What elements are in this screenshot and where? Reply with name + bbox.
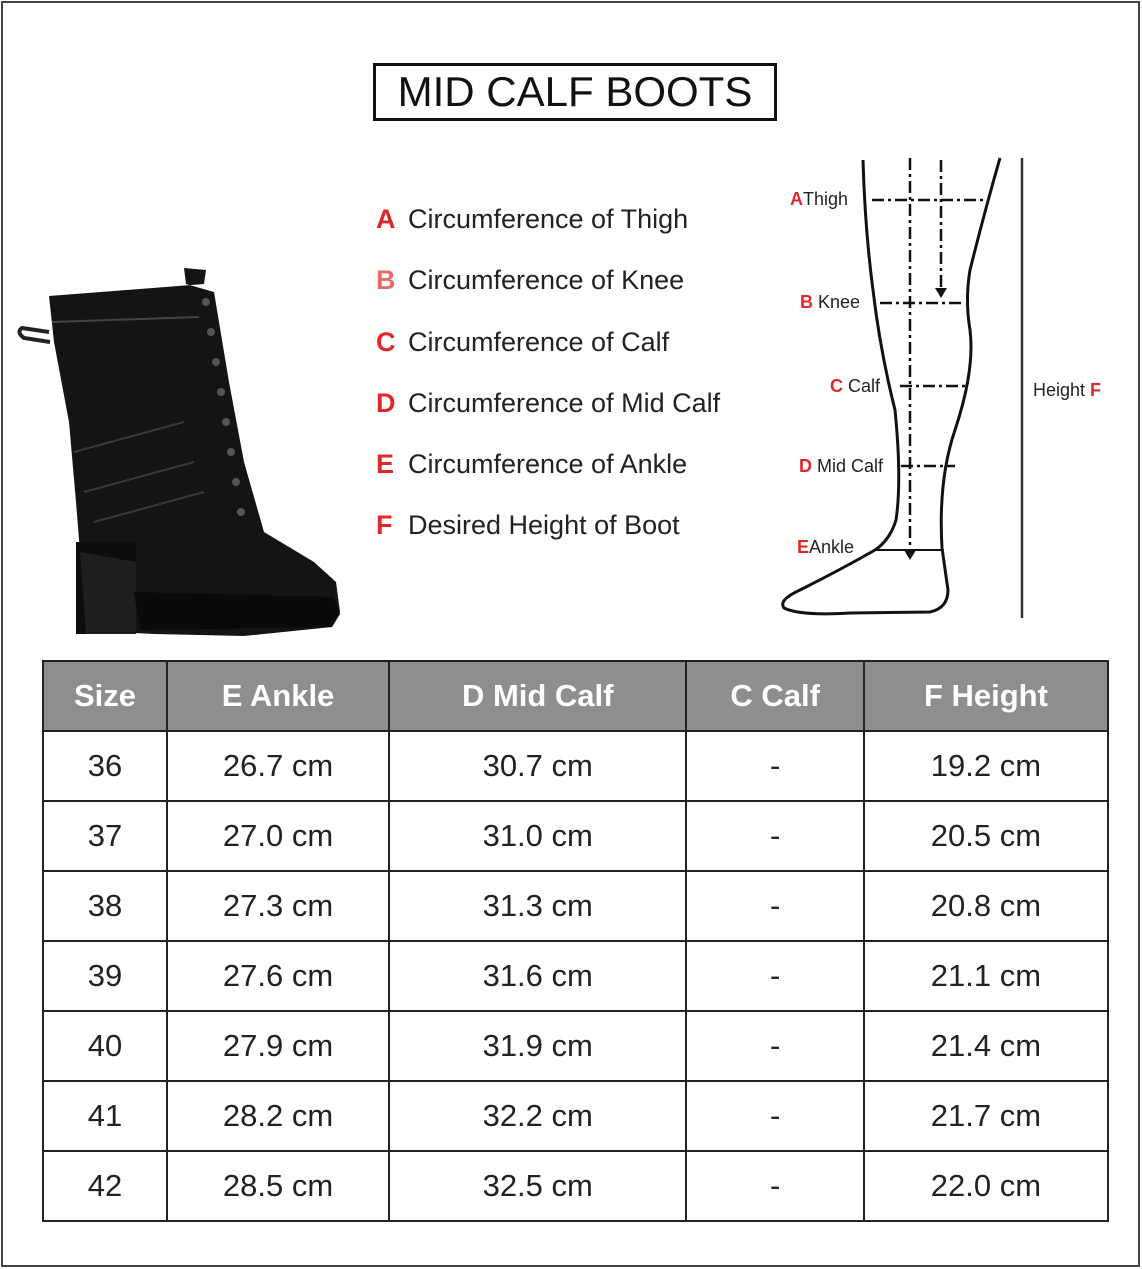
table-cell: 22.0 cm xyxy=(862,1150,1110,1222)
table-cell: 20.5 cm xyxy=(862,800,1110,872)
table-cell: 32.5 cm xyxy=(387,1150,688,1222)
table-cell: 41 xyxy=(41,1080,169,1152)
diagram-label-knee: B Knee xyxy=(800,292,860,312)
diagram-label-mid-calf: D Mid Calf xyxy=(799,456,884,476)
table-cell: - xyxy=(685,870,865,942)
table-cell: 31.6 cm xyxy=(387,940,688,1012)
diagram-label-calf: C Calf xyxy=(830,376,881,396)
legend-letter: E xyxy=(376,449,395,480)
table-cell: - xyxy=(685,800,865,872)
table-cell: 31.3 cm xyxy=(387,870,688,942)
table-cell: - xyxy=(685,1080,865,1152)
table-cell: 31.0 cm xyxy=(387,800,688,872)
column-header: D Mid Calf xyxy=(387,660,688,732)
table-row: 41 28.2 cm 32.2 cm -21.7 cm xyxy=(41,1080,1110,1152)
table-cell: 21.1 cm xyxy=(862,940,1110,1012)
table-cell: 31.9 cm xyxy=(387,1010,688,1082)
legend-letter: C xyxy=(376,326,396,357)
boot-image xyxy=(17,268,340,636)
legend-letter: B xyxy=(376,265,396,296)
legend-letter: D xyxy=(376,387,396,418)
table-cell: 26.7 cm xyxy=(166,730,390,802)
legend-item-f: F Desired Height of Boot xyxy=(376,510,720,571)
table-cell: 36 xyxy=(41,730,169,802)
page-title: MID CALF BOOTS xyxy=(373,63,777,121)
table-cell: - xyxy=(685,1150,865,1222)
legend-item-b: B Circumference of Knee xyxy=(376,265,720,326)
diagram-label-height: Height F xyxy=(1033,380,1101,400)
table-cell: 27.3 cm xyxy=(166,870,390,942)
legend-item-a: A Circumference of Thigh xyxy=(376,204,720,265)
table-cell: 38 xyxy=(41,870,169,942)
leg-measurement-diagram: AThigh B Knee C Calf D Mid Calf EAnkle H… xyxy=(781,157,1101,618)
table-cell: 37 xyxy=(41,800,169,872)
table-row: 36 26.7 cm 30.7 cm -19.2 cm xyxy=(41,730,1110,802)
table-row: 38 27.3 cm 31.3 cm -20.8 cm xyxy=(41,870,1110,942)
table-row: 40 27.9 cm 31.9 cm -21.4 cm xyxy=(41,1010,1110,1082)
table-row: 39 27.6 cm 31.6 cm -21.1 cm xyxy=(41,940,1110,1012)
legend-text: Circumference of Ankle xyxy=(408,449,688,480)
legend-text: Circumference of Knee xyxy=(408,265,685,296)
table-row: 42 28.5 cm 32.5 cm -22.0 cm xyxy=(41,1150,1110,1222)
table-cell: 19.2 cm xyxy=(862,730,1110,802)
table-cell: 27.0 cm xyxy=(166,800,390,872)
size-chart-table: Size E Ankle D Mid Calf C Calf F Height 36 26… xyxy=(41,660,1110,1222)
legend-text: Circumference of Thigh xyxy=(408,204,689,234)
column-header: Size xyxy=(41,660,169,732)
table-cell: 27.6 cm xyxy=(166,940,390,1012)
legend-item-d: D Circumference of Mid Calf xyxy=(376,388,720,449)
column-header: E Ankle xyxy=(166,660,390,732)
table-row: 37 27.0 cm 31.0 cm -20.5 cm xyxy=(41,800,1110,872)
table-cell: 39 xyxy=(41,940,169,1012)
legend-letter: F xyxy=(376,510,393,541)
legend-text: Desired Height of Boot xyxy=(408,510,680,541)
table-header-row: Size E Ankle D Mid Calf C Calf F Height xyxy=(41,660,1110,732)
diagram-label-thigh: AThigh xyxy=(790,189,848,209)
table-cell: 20.8 cm xyxy=(862,870,1110,942)
table-cell: 30.7 cm xyxy=(387,730,688,802)
legend-item-e: E Circumference of Ankle xyxy=(376,449,720,510)
table-cell: 40 xyxy=(41,1010,169,1082)
table-cell: 42 xyxy=(41,1150,169,1222)
table-cell: 21.4 cm xyxy=(862,1010,1110,1082)
table-cell: 32.2 cm xyxy=(387,1080,688,1152)
table-cell: 21.7 cm xyxy=(862,1080,1110,1152)
diagram-label-ankle: EAnkle xyxy=(797,537,854,557)
table-cell: 28.5 cm xyxy=(166,1150,390,1222)
column-header: F Height xyxy=(862,660,1110,732)
measurement-legend: A Circumference of Thigh B Circumference o… xyxy=(376,204,720,572)
table-cell: - xyxy=(685,1010,865,1082)
legend-item-c: C Circumference of Calf xyxy=(376,327,720,388)
column-header: C Calf xyxy=(685,660,865,732)
table-cell: 28.2 cm xyxy=(166,1080,390,1152)
legend-text: Circumference of Calf xyxy=(408,326,670,357)
table-cell: - xyxy=(685,940,865,1012)
legend-letter: A xyxy=(376,204,396,234)
table-cell: 27.9 cm xyxy=(166,1010,390,1082)
legend-text: Circumference of Mid Calf xyxy=(408,387,721,418)
table-cell: - xyxy=(685,730,865,802)
